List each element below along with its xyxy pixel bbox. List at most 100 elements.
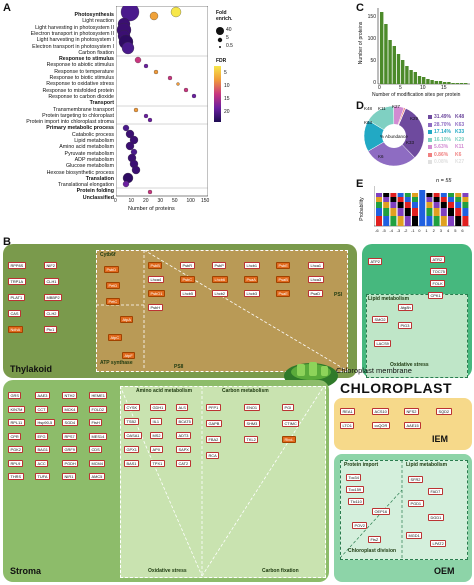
go-category: Protein folding bbox=[76, 188, 114, 195]
logo-letter bbox=[455, 193, 462, 197]
hist-bar bbox=[409, 70, 413, 84]
go-category: Hexose biosynthetic process bbox=[46, 169, 114, 176]
hist-y-tick: 100 bbox=[367, 36, 376, 42]
protein-box: AMC5 bbox=[89, 473, 105, 480]
logo-letter bbox=[462, 208, 469, 216]
protein-box: PsbO1 bbox=[148, 290, 165, 297]
hist-bar bbox=[430, 80, 434, 84]
protein-box: ALS bbox=[176, 404, 189, 411]
protein-box: AtpC bbox=[108, 334, 122, 341]
motif-x-tick: 6 bbox=[461, 228, 464, 233]
go-category: Lipid metabolism bbox=[74, 138, 114, 144]
x-tick: 20 bbox=[143, 198, 149, 204]
oem-inner bbox=[340, 460, 468, 560]
panel-c-label: C bbox=[356, 2, 364, 14]
bubble bbox=[133, 107, 139, 113]
chloroplast-icon bbox=[284, 362, 338, 389]
legend-pct: 31.49% bbox=[434, 114, 451, 120]
motif-x-tick: 1 bbox=[425, 228, 428, 233]
go-category: Response to biotic stimulus bbox=[49, 75, 114, 81]
donut-slice bbox=[393, 108, 425, 159]
protein-box: PsbH bbox=[148, 304, 163, 311]
logo-letter bbox=[455, 197, 462, 202]
legend-swatch bbox=[428, 145, 432, 149]
protein-box: PetC bbox=[106, 298, 120, 305]
protein-box: MGD1 bbox=[406, 532, 423, 539]
protein-box: CYSK bbox=[124, 404, 140, 411]
protein-box: CTIMC bbox=[282, 420, 300, 427]
protein-box: PetD bbox=[106, 282, 120, 289]
go-category: ADP metabolism bbox=[74, 156, 114, 163]
logo-letter bbox=[376, 197, 382, 202]
donut-slice-label: K6 bbox=[378, 154, 384, 159]
motif-x-tick: -3 bbox=[396, 228, 401, 233]
protein-box: PLAT1 bbox=[8, 294, 25, 301]
logo-letter bbox=[440, 197, 447, 202]
logo-letter bbox=[390, 197, 397, 202]
logo-letter bbox=[412, 216, 418, 226]
protein-box: BAG1 bbox=[35, 446, 51, 453]
thylakoid-divisions bbox=[96, 250, 346, 370]
carbon-label: Carbon metabolism bbox=[222, 388, 269, 394]
protein-box: CDS bbox=[89, 446, 103, 453]
protein-box: Lhca3 bbox=[308, 276, 324, 283]
logo-letter bbox=[376, 193, 382, 197]
legend-name: K63 bbox=[455, 121, 465, 128]
go-category: Glucose metabolism bbox=[66, 163, 114, 170]
protein-box: AAE3 bbox=[35, 392, 50, 399]
protein-box: OASA1 bbox=[124, 432, 142, 439]
logo-letter bbox=[404, 208, 411, 216]
go-category: Protein import into chloroplast stroma bbox=[26, 119, 114, 126]
motif-x-tick: 3 bbox=[439, 228, 443, 233]
protein-box: CAT2 bbox=[176, 460, 191, 467]
photosystem-block bbox=[96, 250, 348, 372]
cfix-label: Carbon fixation bbox=[262, 568, 299, 574]
logo-letter bbox=[433, 208, 440, 216]
x-tick: 50 bbox=[172, 198, 178, 204]
go-category: Translation bbox=[85, 175, 114, 182]
logo-letter bbox=[440, 202, 447, 208]
motif-x-tick: 4 bbox=[447, 228, 450, 233]
motif-x-tick: 0 bbox=[418, 228, 421, 233]
logo-letter bbox=[419, 190, 426, 226]
hist-y-tick: 50 bbox=[370, 58, 376, 64]
motif-ylabel: Probability bbox=[359, 197, 365, 221]
oxid2-label: Oxidative stress bbox=[148, 568, 187, 574]
hist-bar bbox=[447, 82, 451, 84]
protein-box: POV2 bbox=[352, 522, 368, 529]
protein-box: FtsZ bbox=[368, 536, 381, 543]
bubble bbox=[147, 117, 153, 123]
hist-x-tick: 5 bbox=[399, 85, 402, 91]
bubble bbox=[125, 129, 135, 139]
legend-swatch bbox=[428, 160, 432, 164]
hist-xlabel: Number of modification sites per protein bbox=[372, 92, 461, 98]
logo-letter bbox=[412, 208, 418, 216]
logo-letter bbox=[433, 197, 440, 202]
protein-box: FAD7 bbox=[428, 488, 443, 495]
fdr-tick: 15 bbox=[224, 96, 230, 102]
protein-box: FOLK bbox=[430, 280, 446, 287]
logo-letter bbox=[397, 202, 404, 208]
psii-label: PSII bbox=[174, 364, 184, 370]
protein-box: MCK4 bbox=[62, 405, 78, 413]
thylakoid-label: Thylakoid bbox=[10, 364, 53, 374]
hist-bar bbox=[396, 54, 401, 84]
hist-y-tick: 0 bbox=[373, 80, 376, 86]
panel-b-label: B bbox=[3, 236, 11, 248]
panel-e-label: E bbox=[356, 178, 364, 190]
motif-x-tick: 2 bbox=[432, 228, 435, 233]
x-tick: 0 bbox=[114, 198, 117, 204]
go-category: Response to abiotic stimulus bbox=[46, 62, 114, 69]
logo-letter bbox=[462, 216, 469, 226]
protein-box: BAS1 bbox=[124, 460, 139, 467]
lipid2-label: Lipid metabolism bbox=[406, 462, 448, 468]
chloroplast-title: CHLOROPLAST bbox=[340, 380, 453, 396]
panel-a-label: A bbox=[3, 2, 11, 14]
fdr-title: FDR bbox=[216, 58, 227, 64]
hist-bar bbox=[422, 77, 426, 84]
protein-box: FBA2 bbox=[206, 436, 221, 443]
logo-letter bbox=[448, 216, 454, 226]
protein-box: MES14 bbox=[89, 432, 107, 440]
go-category: Photosynthesis bbox=[74, 12, 114, 18]
size-legend-value: 40 bbox=[226, 27, 232, 33]
